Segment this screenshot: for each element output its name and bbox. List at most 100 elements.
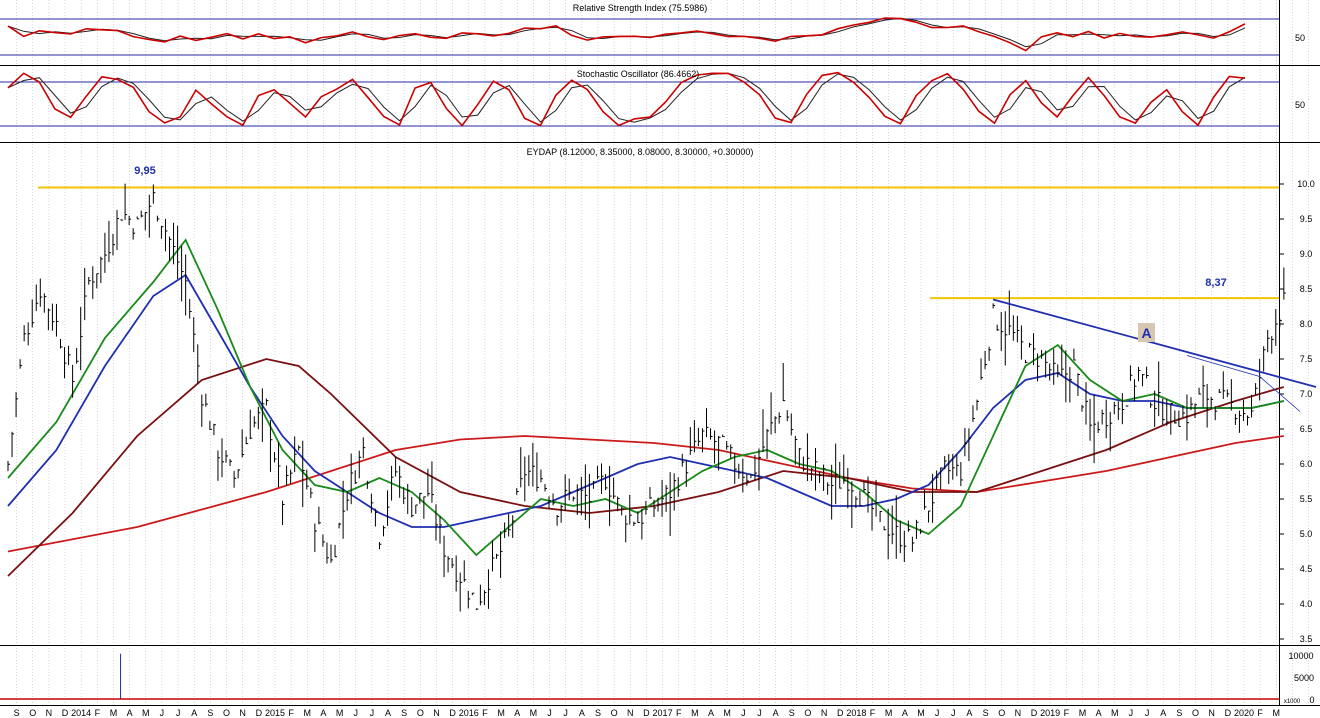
stochastic-k-line [7,71,1246,127]
x-tick-label: J [951,708,956,718]
x-tick-label: J [176,708,181,718]
y-tick-label: 8.0 [1300,319,1313,329]
y-tick-label: 9.0 [1300,249,1313,259]
x-tick-label: M [1111,708,1119,718]
x-tick-label: O [29,708,36,718]
x-tick-label: O [223,708,230,718]
x-tick-label: M [142,708,150,718]
x-tick-label: D [256,708,263,718]
x-tick-label: F [95,708,101,718]
x-tick-label: A [320,708,326,718]
volume-tick-0: 0 [1309,695,1314,705]
x-tick-label: J [757,708,762,718]
x-tick-label: A [191,708,197,718]
volume-tick-5000: 5000 [1294,673,1314,683]
stochastic-signal-line [7,72,1246,123]
x-tick-label: A [966,708,972,718]
rsi-panel: Relative Strength Index (75.5986) 50 [0,3,1305,56]
x-tick-label: O [1192,708,1199,718]
volume-panel: 10000 5000 0 x1000 [0,651,1315,705]
y-tick-label: 5.5 [1300,494,1313,504]
x-tick-label: 2020 [1234,708,1254,718]
y-tick-label: 6.0 [1300,459,1313,469]
price-title: EYDAP (8.12000, 8.35000, 8.08000, 8.3000… [527,147,754,157]
x-tick-label: D [643,708,650,718]
x-tick-label: M [304,708,312,718]
price-bars [7,183,1286,612]
descending-trendline [992,298,1317,388]
x-tick-label: M [1079,708,1087,718]
x-tick-label: N [1015,708,1022,718]
x-tick-label: 2015 [265,708,285,718]
x-tick-label: S [789,708,795,718]
y-tick-label: 7.5 [1300,354,1313,364]
x-tick-label: M [885,708,893,718]
price-panel: EYDAP (8.12000, 8.35000, 8.08000, 8.3000… [7,147,1317,644]
x-tick-label: 2017 [653,708,673,718]
x-tick-label: O [804,708,811,718]
x-tick-label: F [1257,708,1263,718]
x-tick-label: A [773,708,779,718]
sma-longest-line [7,435,1284,553]
high-label: 9,95 [134,165,155,177]
x-tick-label: D [1225,708,1232,718]
x-tick-label: M [917,708,925,718]
x-tick-label: N [821,708,828,718]
pattern-label: A [1141,325,1151,341]
rsi-title: Relative Strength Index (75.5986) [573,3,708,13]
x-tick-label: J [370,708,375,718]
y-tick-label: 4.0 [1300,599,1313,609]
x-tick-label: O [611,708,618,718]
x-tick-label: J [1129,708,1134,718]
rsi-tick-50: 50 [1295,33,1305,43]
pattern-badge [1138,323,1155,342]
x-tick-label: S [595,708,601,718]
y-tick-label: 9.5 [1300,214,1313,224]
x-tick-label: J [935,708,940,718]
price-y-axis: 10.0 9.5 9.0 8.5 8.0 7.5 7.0 6.5 6.0 5.5 5.0 4.5 4.0… [1279,179,1315,644]
x-tick-label: D [449,708,456,718]
x-tick-label: S [983,708,989,718]
x-tick-label: A [579,708,585,718]
x-tick-label: N [239,708,246,718]
x-tick-label: A [385,708,391,718]
y-tick-label: 8.5 [1300,284,1313,294]
recent-high-label: 8,37 [1205,277,1226,289]
x-tick-label: M [691,708,699,718]
x-tick-label: A [902,708,908,718]
x-tick-label: S [14,708,20,718]
x-tick-label: F [482,708,488,718]
x-tick-label: S [207,708,213,718]
volume-unit: x1000 [1284,699,1301,705]
x-tick-label: S [401,708,407,718]
x-tick-label: D [837,708,844,718]
x-tick-label: M [110,708,118,718]
x-tick-label: 2018 [846,708,866,718]
x-tick-label: D [1031,708,1038,718]
x-tick-label: F [676,708,682,718]
x-tick-label: J [353,708,358,718]
y-tick-label: 7.0 [1300,389,1313,399]
x-tick-label: A [127,708,133,718]
stoch-tick-50: 50 [1295,100,1305,110]
x-tick-label: J [741,708,746,718]
x-tick-label: M [1273,708,1281,718]
x-tick-label: F [1064,708,1070,718]
rsi-line [7,17,1246,52]
y-tick-label: 10.0 [1297,179,1315,189]
x-tick-label: M [336,708,344,718]
x-tick-label: 2016 [459,708,479,718]
y-tick-label: 5.0 [1300,529,1313,539]
x-axis-labels: S O N D 2014 F M A M J J A S O N D 2015 F M A M J J A S O N D 2016 F M… [14,708,1280,718]
x-tick-label: O [417,708,424,718]
x-tick-label: F [288,708,294,718]
x-tick-label: J [563,708,568,718]
sma-mid-line [7,273,1284,528]
x-tick-label: M [530,708,538,718]
x-tick-label: F [870,708,876,718]
x-tick-label: 2019 [1040,708,1060,718]
x-tick-label: N [627,708,634,718]
y-tick-label: 3.5 [1300,634,1313,644]
x-tick-label: N [433,708,440,718]
